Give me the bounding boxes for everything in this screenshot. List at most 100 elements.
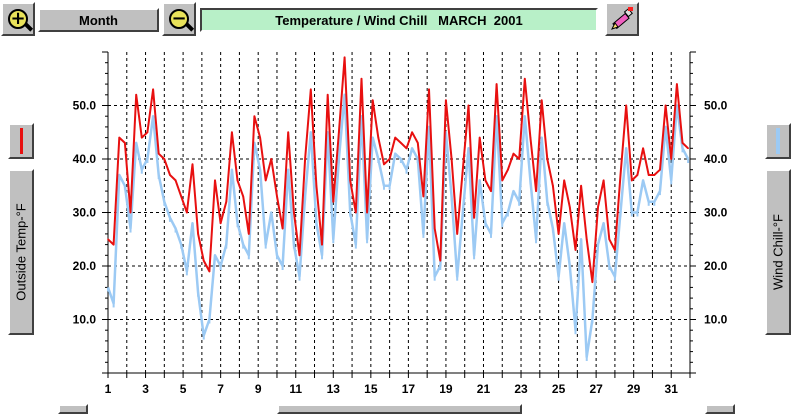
y-tick-label: 50.0	[73, 99, 97, 113]
windchill-series-toggle[interactable]	[765, 123, 791, 159]
temperature-point	[242, 195, 244, 198]
temperature-point	[253, 115, 256, 117]
temperature-point	[366, 211, 368, 214]
temperature-point	[512, 152, 515, 155]
y-tick-label-right: 20.0	[704, 259, 728, 273]
temperature-point	[433, 227, 436, 230]
temperature-point	[281, 227, 284, 230]
temperature-point	[236, 179, 239, 182]
right-axis-button[interactable]: Wind Chill-°F	[765, 169, 791, 335]
temperature-point	[490, 190, 492, 192]
temperature-point	[129, 211, 132, 214]
temperature-point	[214, 179, 216, 182]
temperature-point	[107, 238, 109, 241]
x-tick-label: 13	[327, 382, 341, 396]
x-tick-label: 31	[665, 382, 679, 396]
temperature-point	[405, 147, 408, 150]
temperature-point	[585, 238, 588, 241]
x-tick-label: 1	[105, 382, 112, 396]
zoom-in-button[interactable]: +	[1, 2, 35, 36]
x-tick-label: 11	[289, 382, 302, 396]
temperature-point	[507, 168, 509, 171]
windchill-color-swatch	[776, 128, 780, 154]
temperature-point	[574, 249, 577, 251]
y-tick-label: 20.0	[73, 259, 97, 273]
temperature-point	[580, 184, 582, 187]
temperature-point	[332, 201, 335, 203]
temperature-point	[157, 152, 160, 155]
temperature-point	[608, 238, 611, 241]
temperature-point	[349, 179, 351, 182]
temperature-point	[625, 104, 627, 107]
x-tick-label: 5	[180, 382, 187, 396]
temperature-point	[377, 136, 380, 139]
month-button-label: Month	[79, 12, 118, 28]
temperature-point	[636, 174, 639, 176]
temperature-point	[653, 174, 656, 176]
temperature-point	[169, 174, 171, 176]
x-tick-label: 3	[142, 382, 149, 396]
temperature-point	[371, 99, 374, 101]
temperature-point	[355, 211, 357, 214]
temperature-point	[591, 281, 594, 283]
temperature-point	[360, 77, 363, 80]
scroll-right-button[interactable]	[705, 404, 735, 414]
temperature-point	[687, 147, 689, 150]
temperature-point	[338, 131, 340, 134]
temperature-point	[276, 195, 278, 198]
temperature-point	[445, 99, 447, 101]
temperature-point	[388, 158, 391, 160]
temperature-point	[631, 179, 633, 182]
temperature-point	[647, 174, 650, 176]
temperature-point	[146, 131, 149, 134]
temperature-point	[416, 142, 419, 144]
temperature-point	[191, 163, 194, 166]
month-button[interactable]: Month	[38, 8, 159, 32]
left-axis-button[interactable]: Outside Temp-°F	[8, 169, 34, 335]
temperature-point	[681, 142, 684, 144]
x-tick-label: 15	[364, 382, 378, 396]
temperature-point	[557, 233, 560, 235]
y-tick-label: 30.0	[73, 206, 97, 220]
temperature-point	[569, 206, 571, 208]
temperature-point	[174, 179, 177, 182]
temperature-point	[326, 94, 329, 96]
x-tick-label: 29	[627, 382, 641, 396]
temperature-point	[602, 179, 605, 182]
x-tick-label: 19	[439, 382, 453, 396]
temperature-point	[231, 131, 233, 134]
x-tick-label: 17	[402, 382, 416, 396]
scroll-thumb[interactable]	[277, 404, 522, 414]
temperature-point	[197, 233, 199, 235]
temperature-point	[456, 233, 459, 235]
y-tick-label: 10.0	[73, 313, 97, 327]
temperature-point	[298, 254, 301, 257]
temperature-point	[495, 83, 498, 85]
zoom-in-icon: +	[8, 9, 34, 32]
chart-title-box: Temperature / Wind Chill MARCH 2001	[200, 8, 598, 32]
zoom-out-button[interactable]: −	[162, 2, 196, 36]
x-tick-label: 23	[514, 382, 528, 396]
temperature-point	[614, 249, 616, 251]
temperature-series-line	[107, 56, 689, 284]
temp-series-toggle[interactable]	[8, 123, 34, 159]
temperature-point	[309, 88, 312, 91]
temperature-point	[343, 56, 346, 59]
temperature-point	[411, 131, 413, 134]
temperature-point	[186, 211, 188, 214]
temperature-point	[546, 158, 549, 160]
windchill-series-line	[106, 93, 690, 359]
y-tick-label: 40.0	[73, 152, 97, 166]
temperature-point	[563, 179, 566, 182]
temperature-point	[478, 136, 481, 139]
scroll-left-button[interactable]	[58, 404, 88, 414]
pencil-tool-button[interactable]	[605, 2, 639, 36]
temperature-point	[422, 195, 425, 198]
x-tick-label: 7	[217, 382, 224, 396]
pencil-paint-icon	[611, 7, 633, 30]
temperature-point	[112, 243, 115, 246]
x-tick-label: 27	[589, 382, 603, 396]
y-tick-label-right: 30.0	[704, 206, 728, 220]
temperature-point	[180, 195, 183, 198]
